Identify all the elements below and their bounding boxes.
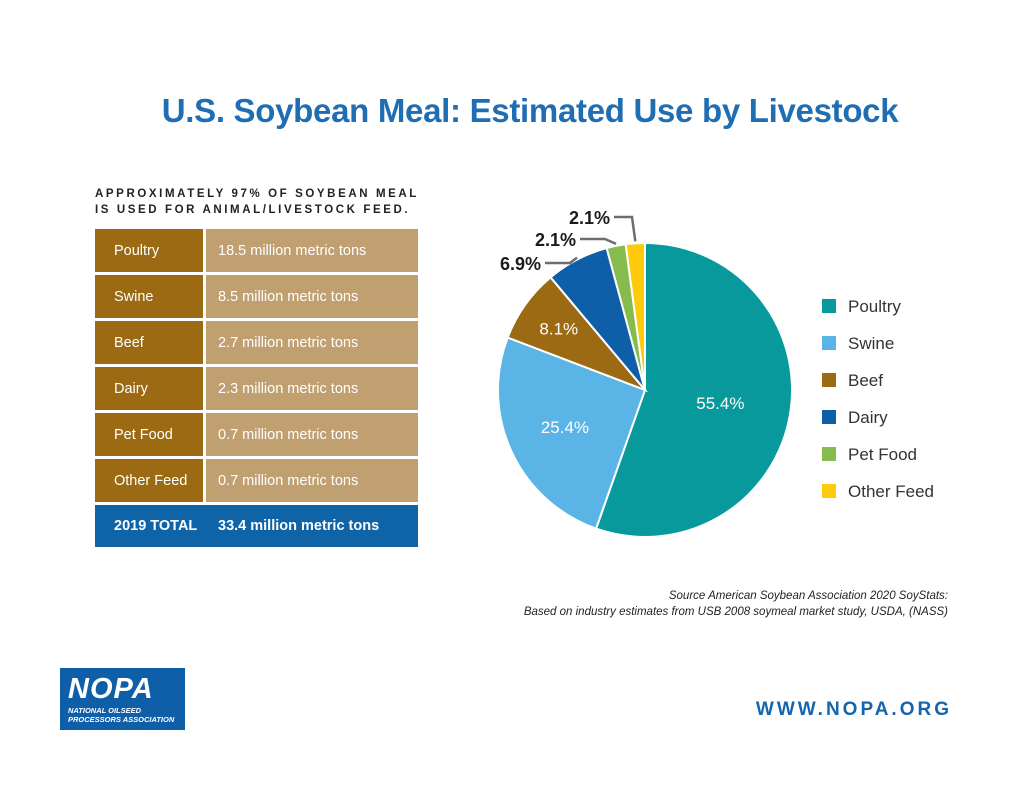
leader-line-dairy [545, 256, 578, 265]
data-label-other-feed: 2.1% [569, 208, 610, 228]
table-cell-category: Other Feed [95, 459, 203, 502]
table-cell-amount: 18.5 million metric tons [206, 229, 418, 272]
data-label-swine: 25.4% [541, 418, 589, 437]
website-link[interactable]: WWW.NOPA.ORG [755, 699, 952, 720]
legend-label-other-feed: Other Feed [848, 482, 934, 501]
data-label-beef: 8.1% [539, 320, 578, 339]
legend-swatch-swine [822, 336, 836, 350]
nopa-logo: NOPA NATIONAL OILSEED PROCESSORS ASSOCIA… [60, 668, 185, 730]
logo-subtitle: NATIONAL OILSEED PROCESSORS ASSOCIATION [68, 706, 177, 724]
table-cell-category: Dairy [95, 367, 203, 410]
source-line1: Source American Soybean Association 2020… [668, 590, 948, 602]
table-cell-amount: 0.7 million metric tons [206, 459, 418, 502]
table-row: Beef 2.7 million metric tons [95, 321, 418, 364]
legend-swatch-dairy [822, 410, 836, 424]
legend-label-poultry: Poultry [848, 297, 901, 316]
table-cell-amount: 2.3 million metric tons [206, 367, 418, 410]
logo-subtitle-line2: PROCESSORS ASSOCIATION [68, 715, 175, 724]
table-row: Swine 8.5 million metric tons [95, 275, 418, 318]
data-label-dairy: 6.9% [500, 254, 541, 274]
pie-slice-other-feed [624, 241, 646, 391]
leader-line-other-feed [614, 215, 637, 242]
legend-swatch-other-feed [822, 484, 836, 498]
logo-wordmark: NOPA [68, 673, 154, 705]
legend-label-swine: Swine [848, 334, 894, 353]
data-label-poultry: 55.4% [696, 394, 744, 413]
table-cell-amount: 0.7 million metric tons [206, 413, 418, 456]
legend-swatch-pet-food [822, 447, 836, 461]
source-note: Source American Soybean Association 2020… [524, 588, 948, 620]
legend-label-dairy: Dairy [848, 408, 888, 427]
legend-swatch-beef [822, 373, 836, 387]
table-row: Poultry 18.5 million metric tons [95, 229, 418, 272]
pie-slice-swine [497, 336, 647, 530]
source-line2: Based on industry estimates from USB 200… [523, 606, 948, 618]
table-row: Other Feed 0.7 million metric tons [95, 459, 418, 502]
table-cell-category: Poultry [95, 229, 203, 272]
chart-title: U.S. Soybean Meal: Estimated Use by Live… [161, 92, 899, 129]
table-cell-amount: 8.5 million metric tons [206, 275, 418, 318]
table-cell-category: Pet Food [95, 413, 203, 456]
table-cell-category: Swine [95, 275, 203, 318]
leader-line-pet-food [580, 237, 617, 246]
table-total-label: 2019 TOTAL [95, 505, 203, 547]
table-total-row: 2019 TOTAL 33.4 million metric tons [95, 505, 418, 547]
table-row: Dairy 2.3 million metric tons [95, 367, 418, 410]
table-row: Pet Food 0.7 million metric tons [95, 413, 418, 456]
table-cell-amount: 2.7 million metric tons [206, 321, 418, 364]
summary-subtitle-line1: APPROXIMATELY 97% OF SOYBEAN MEAL [95, 188, 419, 200]
summary-subtitle: APPROXIMATELY 97% OF SOYBEAN MEAL IS USE… [95, 186, 425, 218]
summary-table: Poultry 18.5 million metric tons Swine 8… [95, 229, 418, 550]
table-total-amount: 33.4 million metric tons [206, 505, 418, 547]
legend-label-pet-food: Pet Food [848, 445, 917, 464]
logo-subtitle-line1: NATIONAL OILSEED [68, 706, 142, 715]
table-cell-category: Beef [95, 321, 203, 364]
summary-subtitle-line2: IS USED FOR ANIMAL/LIVESTOCK FEED. [95, 204, 411, 216]
legend-swatch-poultry [822, 299, 836, 313]
data-label-pet-food: 2.1% [535, 230, 576, 250]
legend-label-beef: Beef [848, 371, 883, 390]
